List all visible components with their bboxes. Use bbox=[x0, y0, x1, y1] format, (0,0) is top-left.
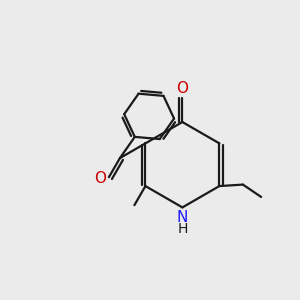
Text: N: N bbox=[177, 210, 188, 225]
Text: O: O bbox=[94, 171, 106, 186]
Text: H: H bbox=[177, 221, 188, 236]
Text: O: O bbox=[176, 80, 188, 95]
